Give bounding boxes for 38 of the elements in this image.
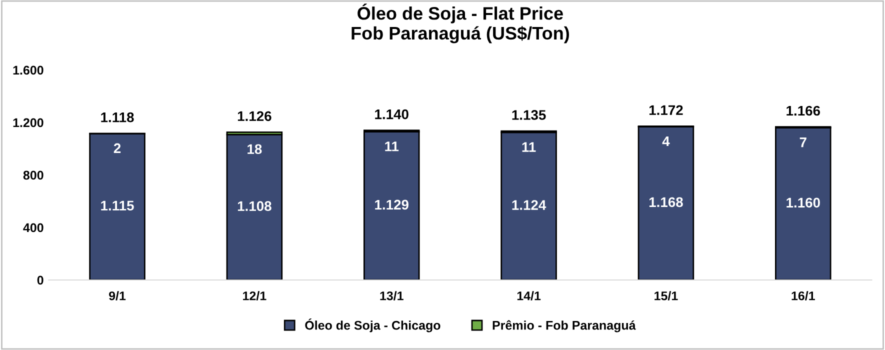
y-tick-label: 800 xyxy=(23,170,44,180)
data-label: 1.160 xyxy=(786,198,820,208)
data-label: 18 xyxy=(248,144,262,154)
bar xyxy=(775,127,832,280)
data-label: 11 xyxy=(385,142,399,152)
total-label: 1.172 xyxy=(649,105,683,115)
y-tick-label: 1.600 xyxy=(13,66,44,75)
x-tick-label: 13/1 xyxy=(380,291,404,300)
bar xyxy=(226,134,283,280)
x-tick-label: 14/1 xyxy=(517,291,541,300)
data-label: 1.168 xyxy=(649,197,683,208)
y-tick-label: 0 xyxy=(37,276,44,285)
bar xyxy=(638,126,694,280)
legend-label: Óleo de Soja - Chicago xyxy=(305,318,440,332)
data-label: 1.108 xyxy=(238,201,272,212)
total-label: 1.135 xyxy=(512,110,546,120)
x-tick-label: 15/1 xyxy=(654,291,678,300)
bar xyxy=(89,132,146,280)
data-label: 1.124 xyxy=(512,200,546,210)
x-tick-label: 16/1 xyxy=(792,291,815,300)
data-label: 11 xyxy=(522,142,536,152)
x-tick-label: 12/1 xyxy=(243,291,266,300)
total-label: 1.140 xyxy=(375,109,408,120)
data-label: 1.129 xyxy=(375,200,408,210)
bar xyxy=(500,132,557,280)
data-label: 4 xyxy=(662,136,670,146)
y-tick-label: 1.200 xyxy=(13,118,44,128)
legend-label: Prêmio - Fob Paranaguá xyxy=(492,320,636,332)
y-tick-label: 400 xyxy=(23,223,44,232)
total-label: 1.166 xyxy=(786,106,820,116)
chart-title: Óleo de Soja - Flat Price Fob Paranaguá (US$/Ton) xyxy=(352,4,569,44)
data-label: 7 xyxy=(800,138,806,148)
total-label: 1.118 xyxy=(101,112,134,122)
total-label: 1.126 xyxy=(238,111,272,122)
data-label: 1.115 xyxy=(101,200,134,211)
bar xyxy=(363,131,420,280)
x-tick-label: 9/1 xyxy=(109,291,126,300)
data-label: 2 xyxy=(114,143,121,153)
